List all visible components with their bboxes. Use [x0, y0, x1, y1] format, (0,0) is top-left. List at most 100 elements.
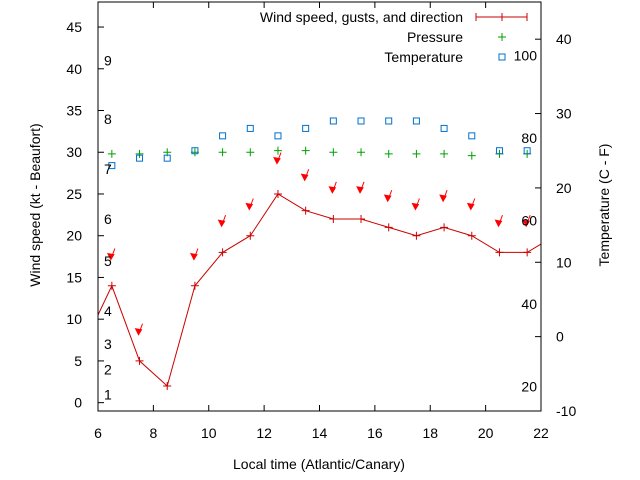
- temperature-point: [412, 117, 420, 125]
- gust-arrow: [439, 189, 448, 203]
- temperature-point: [357, 117, 365, 125]
- gust-arrow-head: [439, 194, 447, 203]
- gust-arrow: [383, 189, 393, 203]
- legend-temperature-marker: [498, 53, 506, 61]
- gust-arrow: [300, 169, 310, 182]
- legend-label: Temperature: [384, 49, 463, 65]
- x-tick-label: 20: [478, 425, 494, 441]
- temperature-point: [385, 117, 393, 125]
- gust-arrow-head: [273, 156, 281, 165]
- gust-arrow-head: [245, 202, 254, 211]
- beaufort-label: 9: [104, 52, 112, 68]
- temperature-point: [191, 147, 199, 155]
- gust-arrow: [522, 215, 531, 228]
- gust-arrow: [273, 152, 282, 165]
- temperature-point: [108, 162, 116, 170]
- tick-marks: [97, 2, 542, 412]
- gust-arrow-head: [190, 252, 198, 261]
- y-right-tick-label: 10: [556, 254, 572, 270]
- beaufort-label: 7: [104, 161, 112, 177]
- x-tick-label: 8: [149, 425, 157, 441]
- gust-arrow: [134, 323, 143, 336]
- x-tick-label: 10: [201, 425, 217, 441]
- fahrenheit-label: 80: [521, 130, 537, 146]
- gust-arrow-head: [217, 219, 226, 228]
- beaufort-label: 2: [104, 361, 112, 377]
- gust-arrow: [466, 198, 476, 211]
- legend-pressure-marker: [498, 33, 506, 41]
- wind-speed-point: [523, 248, 532, 257]
- tick-labels: 6 8 10 12 14 16 18 20 22051015202530354045-10010…: [66, 19, 576, 441]
- y-left-tick-label: 45: [66, 19, 82, 35]
- beaufort-label: 3: [104, 336, 112, 352]
- pressure-point: [357, 148, 366, 157]
- y-right-tick-label: 20: [556, 180, 572, 196]
- temperature-point: [302, 124, 310, 132]
- beaufort-label: 5: [104, 253, 112, 269]
- wind-speed-point: [357, 215, 366, 224]
- temperature-point: [136, 154, 144, 162]
- wind-speed-point: [329, 215, 338, 224]
- pressure-point: [135, 149, 144, 158]
- y-left-tick-label: 5: [74, 353, 82, 369]
- x-tick-label: 22: [533, 425, 549, 441]
- gust-arrow: [245, 198, 254, 211]
- temperature-point: [468, 132, 476, 140]
- pressure-point: [467, 151, 476, 160]
- gust-arrow-head: [522, 219, 530, 228]
- legend: Wind speed, gusts, and direction Pressure…: [260, 9, 528, 65]
- gust-arrow: [328, 181, 337, 194]
- temperature-point: [246, 124, 254, 132]
- pressure-point: [273, 146, 282, 155]
- x-tick-label: 12: [256, 425, 272, 441]
- y-left-tick-label: 40: [66, 61, 82, 77]
- y-right-tick-label: -10: [556, 403, 576, 419]
- temperature-point: [219, 132, 227, 140]
- pressure-point: [329, 148, 338, 157]
- x-tick-label: 14: [312, 425, 328, 441]
- y-left-tick-label: 25: [66, 186, 82, 202]
- gust-arrow-head: [134, 328, 143, 336]
- wind-speed-point: [301, 206, 310, 215]
- pressure-point: [384, 149, 393, 158]
- pressure-point: [301, 146, 310, 155]
- gust-arrow: [494, 215, 503, 228]
- beaufort-label: 8: [104, 111, 112, 127]
- gust-arrow-head: [328, 186, 337, 194]
- y-right-tick-label: 30: [556, 106, 572, 122]
- gust-arrow-head: [106, 252, 115, 261]
- plot-series: [97, 117, 542, 390]
- temperature-point: [274, 132, 282, 140]
- gust-arrow: [356, 181, 365, 194]
- wind-speed-point: [440, 223, 449, 232]
- plot-frame: [97, 1, 542, 412]
- gust-arrow-head: [494, 219, 503, 228]
- beaufort-label: 6: [104, 211, 112, 227]
- y-right-tick-label: 0: [556, 329, 564, 345]
- y-left-tick-label: 20: [66, 228, 82, 244]
- x-axis-label: Local time (Atlantic/Canary): [233, 456, 405, 472]
- wind-speed-point: [246, 231, 255, 240]
- temperature-point: [523, 147, 531, 155]
- gust-arrow-head: [466, 202, 475, 211]
- temperature-point: [495, 147, 503, 155]
- pressure-point: [246, 148, 255, 157]
- plot-border: [97, 1, 542, 412]
- y-axis-label-left: Wind speed (kt - Beaufort): [27, 123, 43, 286]
- y-left-tick-label: 0: [74, 395, 82, 411]
- gust-arrow-head: [356, 186, 364, 194]
- fahrenheit-label: 20: [521, 378, 537, 394]
- wind-speed-point: [495, 248, 504, 257]
- wind-speed-point: [107, 281, 116, 290]
- wind-speed-point: [218, 248, 227, 257]
- x-tick-label: 6: [94, 425, 102, 441]
- gust-arrow: [106, 248, 116, 261]
- y-left-tick-label: 10: [66, 311, 82, 327]
- gust-arrow-head: [411, 202, 420, 211]
- wind-speed-point: [163, 381, 172, 390]
- wind-speed-point: [273, 189, 282, 198]
- legend-label: Pressure: [407, 29, 463, 45]
- y-axis-label-right: Temperature (C - F): [596, 144, 612, 267]
